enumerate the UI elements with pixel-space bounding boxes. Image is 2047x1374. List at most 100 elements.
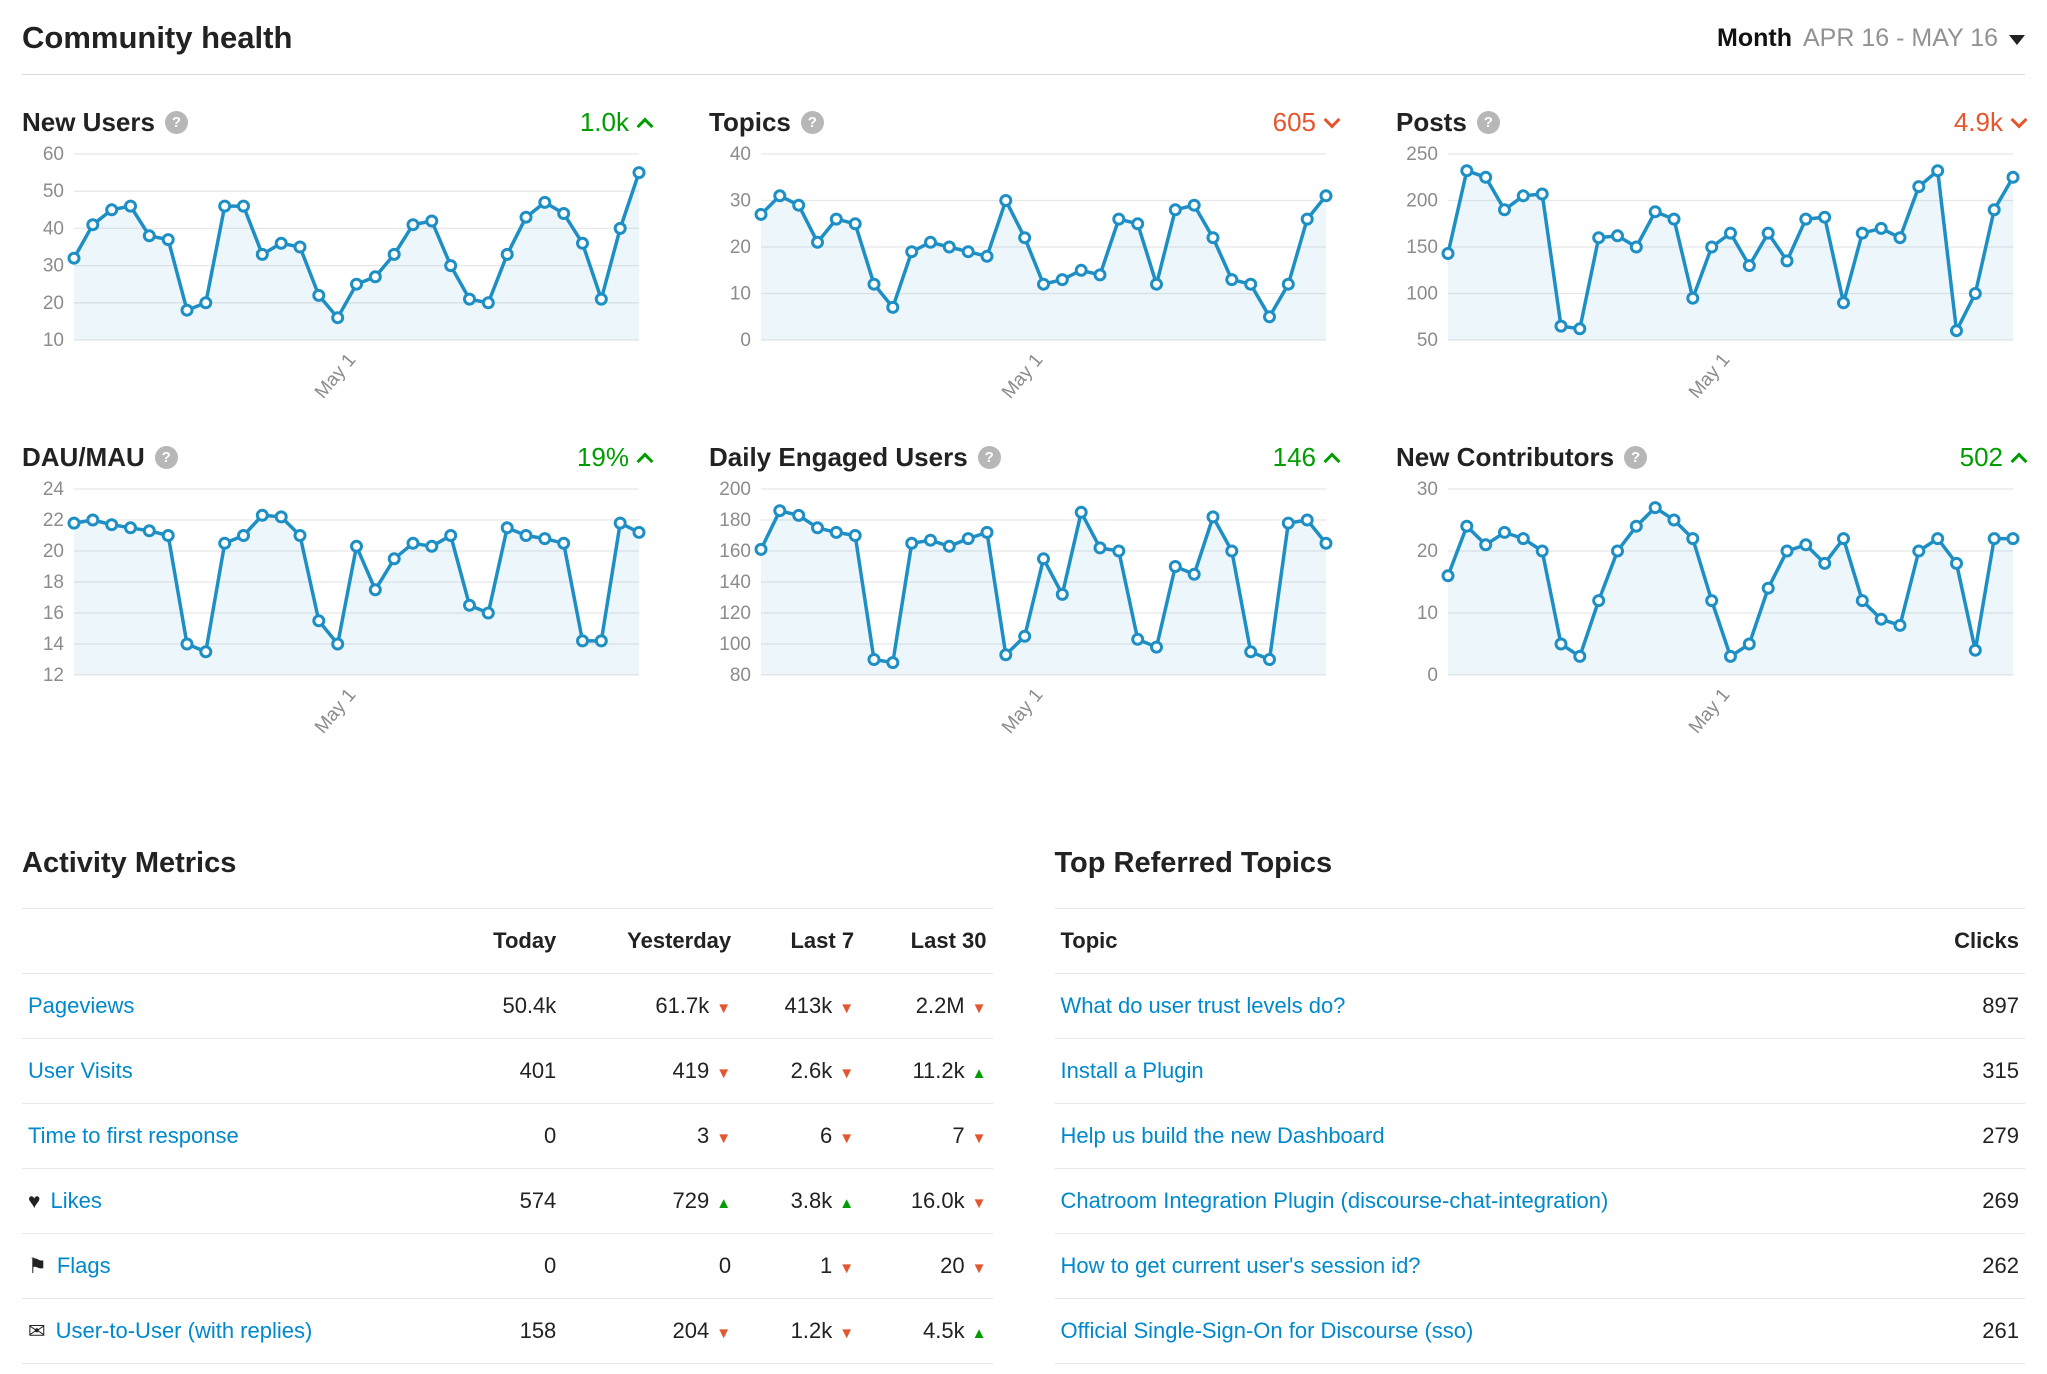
table-row: ♥ Likes 574 729 ▲ 3.8k ▲ 16.0k ▼ <box>22 1168 993 1234</box>
chart-trend-value: 1.0k <box>580 107 654 138</box>
chart-head: Daily Engaged Users ? 146 <box>709 442 1341 473</box>
table-row: Pageviews 50.4k 61.7k ▼ 413k ▼ 2.2M ▼ <box>22 973 993 1039</box>
svg-text:May 1: May 1 <box>998 350 1047 403</box>
chart-card-dau-mau: DAU/MAU ? 19% 12 14 16 18 20 22 24 May 1 <box>22 442 654 763</box>
activity-metrics-title: Activity Metrics <box>22 847 237 879</box>
help-icon[interactable]: ? <box>977 446 1001 469</box>
table-row: What do user trust levels do? 897 <box>1054 973 2025 1039</box>
svg-text:180: 180 <box>719 510 751 531</box>
chart-trend-value: 4.9k <box>1953 107 2028 138</box>
table-row: ✉ User-to-User (with replies) 158 204 ▼ 1.2k ▼… <box>22 1298 993 1364</box>
period-selector[interactable]: Month APR 16 - MAY 16 <box>1717 24 2025 53</box>
svg-text:160: 160 <box>719 541 751 562</box>
metric-value: 204 <box>672 1318 710 1343</box>
trend-down-icon: ▼ <box>971 1195 987 1212</box>
topic-link-help-us-build-the-new-dashboard[interactable]: Help us build the new Dashboard <box>1060 1123 1385 1148</box>
metric-value: 3 <box>697 1123 710 1148</box>
line-chart: 10 20 30 40 50 60 May 1 <box>22 142 651 428</box>
table-row: User Visits 401 419 ▼ 2.6k ▼ 11.2k ▲ <box>22 1038 993 1104</box>
activity-metrics-block: Activity Metrics Today Yesterday Last 7 … <box>22 847 993 1364</box>
svg-text:May 1: May 1 <box>1685 685 1734 738</box>
trend-down-icon: ▼ <box>839 1325 855 1342</box>
trend-down-icon: ▼ <box>839 1260 855 1277</box>
svg-text:22: 22 <box>43 510 64 531</box>
metric-value: 729 <box>672 1188 710 1213</box>
metric-value: 6 <box>819 1123 833 1148</box>
page-title: Community health <box>22 20 293 55</box>
metric-value: 413k <box>784 993 833 1018</box>
metric-value: 0 <box>544 1253 557 1278</box>
metric-value: 7 <box>952 1123 965 1148</box>
metric-value: 401 <box>519 1058 557 1083</box>
help-icon[interactable]: ? <box>800 111 824 134</box>
chart-title: Posts <box>1396 107 1467 137</box>
topic-link-what-do-user-trust-levels-do[interactable]: What do user trust levels do? <box>1060 993 1346 1018</box>
svg-text:24: 24 <box>43 479 65 500</box>
chart-trend-value: 605 <box>1272 107 1341 138</box>
metric-value: 2.6k <box>790 1058 833 1083</box>
chart-title: DAU/MAU <box>22 442 145 472</box>
column-header-last7: Last 7 <box>737 908 861 974</box>
svg-text:250: 250 <box>1406 144 1438 165</box>
svg-text:May 1: May 1 <box>998 685 1047 738</box>
trend-up-icon: ▲ <box>971 1065 987 1082</box>
topic-link-install-a-plugin[interactable]: Install a Plugin <box>1060 1058 1204 1083</box>
help-icon[interactable]: ? <box>154 446 178 469</box>
topic-link-official-single-sign-on-for-discourse-ss[interactable]: Official Single-Sign-On for Discourse (s… <box>1060 1318 1474 1343</box>
line-chart: 0 10 20 30 40 May 1 <box>709 142 1338 428</box>
metric-value: 0 <box>718 1253 732 1278</box>
help-icon[interactable]: ? <box>1624 446 1648 469</box>
column-header-yesterday: Yesterday <box>562 908 738 974</box>
chart-value-text: 502 <box>1959 442 2003 472</box>
trend-up-icon: ▲ <box>839 1195 855 1212</box>
chart-value-text: 4.9k <box>1953 107 2003 137</box>
topic-link-chatroom-integration-plugin-discourse-ch[interactable]: Chatroom Integration Plugin (discourse-c… <box>1060 1188 1609 1213</box>
trend-down-icon: ▼ <box>971 1130 987 1147</box>
chart-head: New Users ? 1.0k <box>22 107 654 138</box>
charts-grid: New Users ? 1.0k 10 20 30 40 50 60 May 1 Topic… <box>22 107 2028 763</box>
chart-card-new-contributors: New Contributors ? 502 0 10 20 30 May 1 <box>1396 442 2028 763</box>
trend-down-icon: ▼ <box>716 1065 732 1082</box>
svg-text:30: 30 <box>1417 479 1438 500</box>
metric-link-flags[interactable]: ⚑ Flags <box>28 1253 111 1278</box>
help-icon[interactable]: ? <box>1476 111 1500 134</box>
metric-value: 50.4k <box>502 993 557 1018</box>
metric-link-likes[interactable]: ♥ Likes <box>28 1188 102 1213</box>
svg-text:May 1: May 1 <box>311 350 360 403</box>
clicks-value: 279 <box>1982 1123 2019 1148</box>
chart-head: Topics ? 605 <box>709 107 1341 138</box>
svg-text:0: 0 <box>740 330 751 351</box>
metric-link-user-to-user-with-replies[interactable]: ✉ User-to-User (with replies) <box>28 1318 313 1343</box>
clicks-value: 269 <box>1982 1188 2019 1213</box>
metric-link-user-visits[interactable]: User Visits <box>28 1058 133 1083</box>
period-value: APR 16 - MAY 16 <box>1803 23 1998 52</box>
activity-metrics-table: Today Yesterday Last 7 Last 30 Pageviews… <box>22 908 993 1364</box>
table-row: Official Single-Sign-On for Discourse (s… <box>1054 1298 2025 1364</box>
trend-down-icon: ▼ <box>716 1325 732 1342</box>
trend-down-icon: ▼ <box>839 1130 855 1147</box>
clicks-value: 262 <box>1982 1253 2019 1278</box>
svg-text:10: 10 <box>1417 603 1438 624</box>
chart-card-posts: Posts ? 4.9k 50 100 150 200 250 May 1 <box>1396 107 2028 428</box>
table-row: Time to first response 0 3 ▼ 6 ▼ 7 ▼ <box>22 1103 993 1169</box>
help-icon[interactable]: ? <box>164 111 188 134</box>
chart-value-text: 605 <box>1272 107 1316 137</box>
chart-title: Daily Engaged Users <box>709 442 968 472</box>
metric-value: 0 <box>544 1123 557 1148</box>
svg-text:50: 50 <box>43 181 64 202</box>
chart-card-topics: Topics ? 605 0 10 20 30 40 May 1 <box>709 107 1341 428</box>
trend-down-icon: ▼ <box>716 1000 732 1017</box>
metric-value: 11.2k <box>912 1058 965 1083</box>
clicks-value: 897 <box>1982 993 2019 1018</box>
trend-chevron-icon <box>636 452 654 470</box>
topic-link-how-to-get-current-user-s-session-id[interactable]: How to get current user's session id? <box>1060 1253 1421 1278</box>
metric-name-column-header <box>22 908 450 974</box>
line-chart: 0 10 20 30 May 1 <box>1396 477 2025 763</box>
table-row: Install a Plugin 315 <box>1054 1038 2025 1104</box>
svg-text:14: 14 <box>43 634 65 655</box>
metric-link-pageviews[interactable]: Pageviews <box>28 993 135 1018</box>
chart-value-text: 146 <box>1272 442 1316 472</box>
metric-value: 2.2M <box>915 993 965 1018</box>
svg-text:60: 60 <box>43 144 64 165</box>
metric-link-time-to-first-response[interactable]: Time to first response <box>28 1123 239 1148</box>
